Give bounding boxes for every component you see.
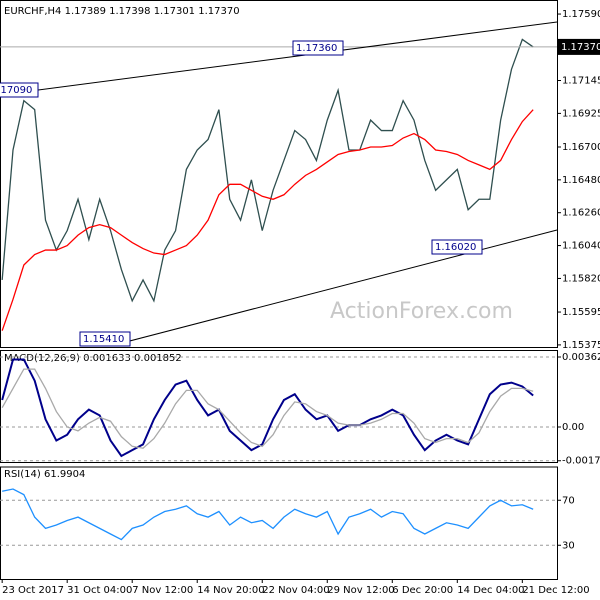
y-tick-label: 0.00: [562, 422, 584, 433]
channel-lower: [121, 229, 558, 344]
x-tick-label: 31 Oct 04:00: [67, 585, 132, 596]
open: 1.17389: [65, 6, 106, 17]
series-line: [1, 358, 534, 458]
x-tick-label: 23 Oct 2017: [2, 585, 64, 596]
y-tick-label: 1.17590: [562, 9, 600, 20]
pane-frame: [0, 350, 558, 463]
y-tick-label: -0.001748: [562, 456, 600, 467]
current-price-box: [558, 38, 600, 55]
signal-value: 0.001852: [134, 353, 182, 364]
series-line: [1, 368, 534, 449]
x-tick-label: 22 Nov 04:00: [262, 585, 329, 596]
x-tick-label: 7 Nov 12:00: [132, 585, 193, 596]
macd-value: 0.001633: [83, 353, 131, 364]
macd-title: MACD(12,26,9): [4, 353, 80, 364]
header: EURCHF,H4 1.17389 1.17398 1.17301 1.1737…: [4, 6, 240, 17]
high: 1.17398: [109, 6, 150, 17]
current-price-label: 1.17370: [561, 42, 600, 53]
macd-header: MACD(12,26,9) 0.001633 0.001852: [4, 353, 182, 364]
pane-frame: [0, 0, 558, 348]
rsi-title: RSI(14): [4, 469, 41, 480]
y-tick-label: 1.15595: [562, 307, 600, 318]
annotation-box: [79, 331, 131, 347]
rsi-value: 61.9904: [44, 469, 85, 480]
y-tick-label: 1.16480: [562, 175, 600, 186]
y-tick-label: 0.003627: [562, 352, 600, 363]
y-tick-label: 1.16260: [562, 208, 600, 219]
y-tick-label: 1.16040: [562, 241, 600, 252]
x-tick-label: 14 Dec 04:00: [457, 585, 524, 596]
y-tick-label: 1.16925: [562, 108, 600, 119]
y-tick-label: 1.15820: [562, 273, 600, 284]
y-tick-label: 1.17145: [562, 76, 600, 87]
annotation-box: [0, 82, 39, 98]
x-tick-label: 21 Dec 12:00: [522, 585, 589, 596]
channel-upper: [0, 21, 558, 96]
annotation-box: [292, 40, 344, 56]
x-tick-label: 6 Dec 20:00: [392, 585, 453, 596]
close: 1.17370: [198, 6, 239, 17]
series-line: [2, 488, 534, 541]
annotation: 1.17090: [0, 85, 32, 96]
symbol: EURCHF,H4: [4, 6, 61, 17]
y-tick-label: 1.15375: [562, 340, 600, 351]
x-tick-label: 29 Nov 12:00: [327, 585, 394, 596]
y-tick-label: 30: [562, 540, 575, 551]
rsi-header: RSI(14) 61.9904: [4, 469, 85, 480]
annotation: 1.16020: [435, 242, 476, 253]
watermark: ActionForex.com: [330, 299, 513, 324]
x-tick-label: 14 Nov 20:00: [197, 585, 264, 596]
pane-frame: [0, 466, 558, 580]
annotation-box: [431, 239, 483, 255]
annotation: 1.15410: [83, 334, 124, 345]
low: 1.17301: [154, 6, 195, 17]
y-tick-label: 70: [562, 495, 575, 506]
annotation: 1.17360: [296, 43, 337, 54]
series-line: [1, 38, 534, 303]
y-tick-label: 1.16700: [562, 142, 600, 153]
series-line: [1, 109, 534, 331]
